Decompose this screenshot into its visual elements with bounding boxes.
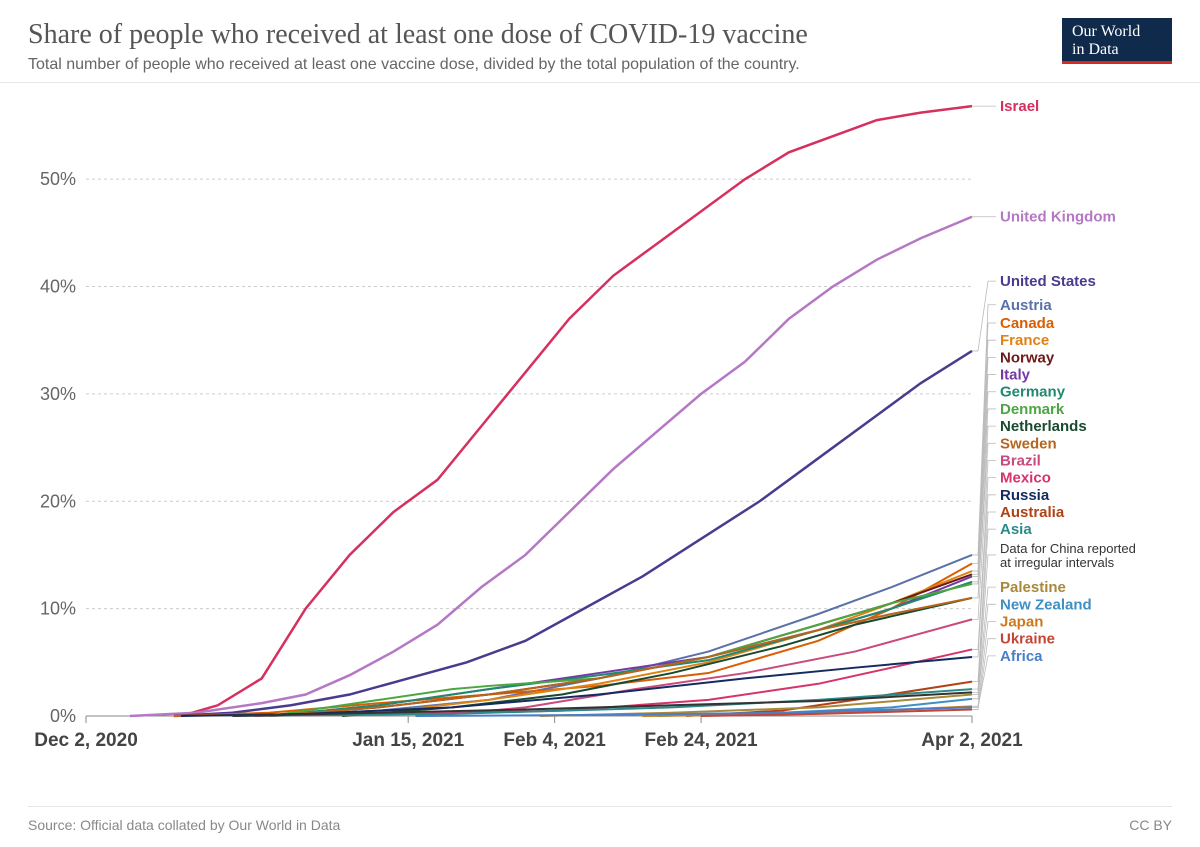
x-axis-label: Feb 4, 2021 <box>503 730 606 751</box>
series-label: New Zealand <box>1000 596 1092 613</box>
label-leader <box>972 604 996 698</box>
series-label: Canada <box>1000 315 1055 332</box>
license-text: CC BY <box>1129 817 1172 833</box>
series-line <box>269 576 972 716</box>
logo-line-1: Our World <box>1072 23 1162 41</box>
y-axis-label: 50% <box>40 169 76 189</box>
series-label: Brazil <box>1000 452 1041 469</box>
series-label: at irregular intervals <box>1000 555 1115 570</box>
chart-footer: Source: Official data collated by Our Wo… <box>28 806 1172 833</box>
source-text: Source: Official data collated by Our Wo… <box>28 817 340 833</box>
series-line <box>174 351 972 716</box>
y-axis-label: 0% <box>50 706 76 726</box>
series-label: Palestine <box>1000 579 1066 596</box>
series-label: Africa <box>1000 648 1043 665</box>
series-label: Australia <box>1000 504 1065 521</box>
owid-logo: Our World in Data <box>1062 18 1172 64</box>
series-line <box>269 571 972 716</box>
series-label: Netherlands <box>1000 418 1087 435</box>
series-line <box>130 217 972 716</box>
series-label: Sweden <box>1000 435 1057 452</box>
series-label: Israel <box>1000 98 1039 115</box>
y-axis-label: 40% <box>40 277 76 297</box>
series-label: Germany <box>1000 384 1066 401</box>
series-label: United Kingdom <box>1000 209 1116 226</box>
y-axis-label: 10% <box>40 599 76 619</box>
x-axis-label: Jan 15, 2021 <box>352 730 464 751</box>
x-axis-label: Dec 2, 2020 <box>34 730 138 751</box>
series-label: Russia <box>1000 487 1050 504</box>
series-label: France <box>1000 332 1049 349</box>
x-axis-label: Apr 2, 2021 <box>921 730 1023 751</box>
chart-header: Share of people who received at least on… <box>0 0 1200 83</box>
series-label: Ukraine <box>1000 631 1055 648</box>
series-label: Italy <box>1000 367 1031 384</box>
series-label: United States <box>1000 273 1096 290</box>
series-label: Data for China reported <box>1000 541 1136 556</box>
chart-title: Share of people who received at least on… <box>28 18 1172 52</box>
series-label: Denmark <box>1000 401 1065 418</box>
x-axis-label: Feb 24, 2021 <box>645 730 758 751</box>
series-label: Japan <box>1000 614 1043 631</box>
chart-subtitle: Total number of people who received at l… <box>28 56 1172 74</box>
series-label: Austria <box>1000 297 1052 314</box>
logo-line-2: in Data <box>1072 41 1162 59</box>
y-axis-label: 20% <box>40 491 76 511</box>
series-label: Mexico <box>1000 470 1051 487</box>
chart-area: 0% 10% 20% 30% 40% 50% Dec 2, 2020 Jan 15, 2021… <box>28 96 1172 776</box>
series-label: Norway <box>1000 349 1055 366</box>
series-label: Asia <box>1000 521 1032 538</box>
y-axis-label: 30% <box>40 384 76 404</box>
chart-svg: 0% 10% 20% 30% 40% 50% Dec 2, 2020 Jan 15, 2021… <box>28 96 1172 776</box>
